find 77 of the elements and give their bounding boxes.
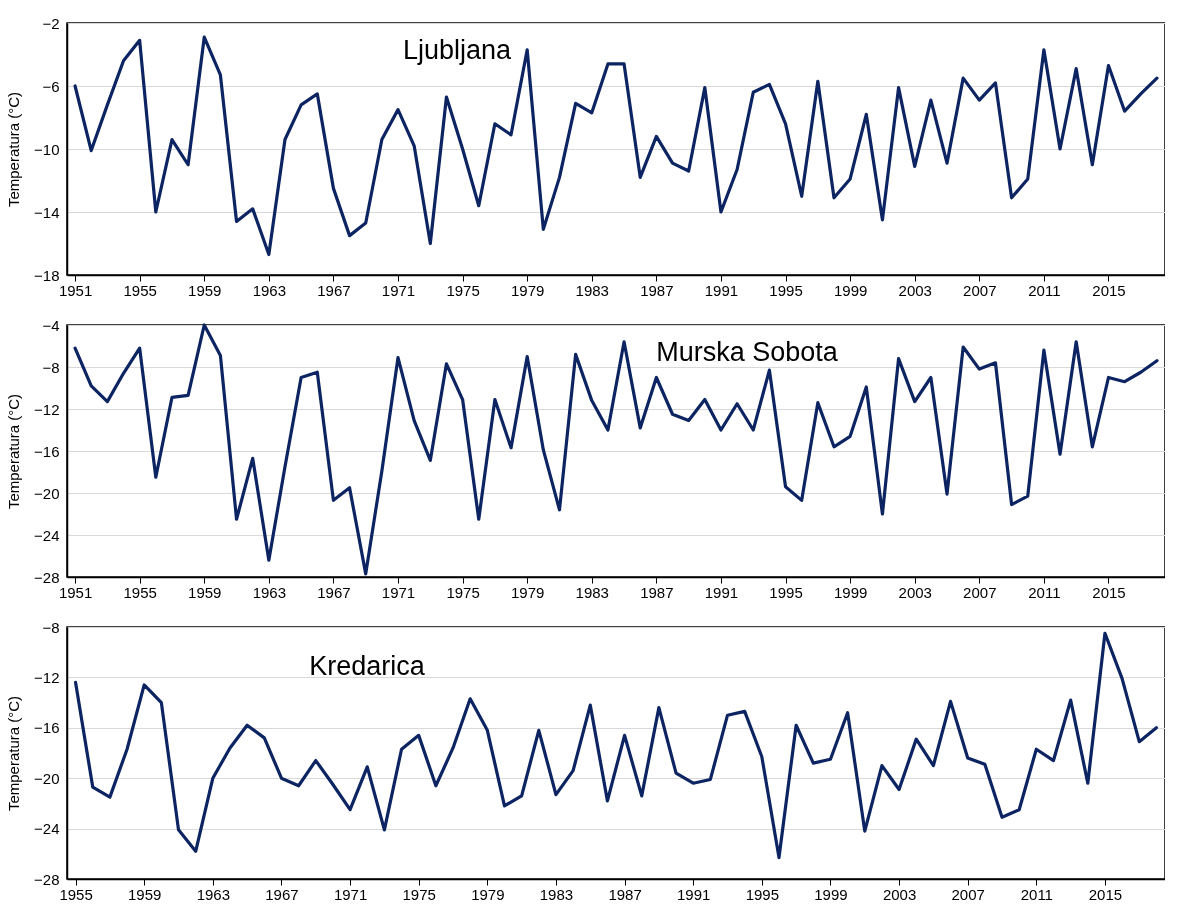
x-tick-label: 1987 [640, 281, 674, 299]
x-tick-label: 1999 [833, 281, 868, 299]
line-series [73, 323, 1159, 576]
x-tick-label: 2011 [1020, 885, 1053, 903]
line-series [73, 631, 1159, 860]
x-tick-label: 1991 [704, 281, 739, 299]
y-tick-label: −20 [34, 769, 60, 787]
y-tick-label: −10 [34, 140, 60, 158]
x-tick-label: 1971 [333, 885, 368, 903]
x-tick-label: 2007 [963, 281, 997, 299]
x-tick-label: 1951 [58, 281, 93, 299]
y-tick-label: −24 [34, 526, 60, 544]
x-tick-label: 1963 [252, 281, 287, 299]
x-tick-label: 1987 [640, 583, 674, 601]
x-tick-label: 1987 [608, 885, 642, 903]
x-tick-label: 1979 [511, 281, 545, 299]
x-tick-label: 1983 [539, 885, 574, 903]
x-tick-label: 1963 [252, 583, 287, 601]
y-axis-title: Temperatura (°C) [5, 695, 23, 812]
x-tick-label: 1979 [511, 583, 545, 601]
x-tick-label: 2003 [898, 583, 932, 601]
y-tick-label: −2 [42, 14, 60, 32]
x-tick-label: 1983 [575, 281, 609, 299]
x-tick-label: 1975 [402, 885, 436, 903]
x-tick-label: 2003 [882, 885, 917, 903]
y-tick-label: −28 [34, 568, 60, 586]
y-tick-label: −8 [42, 358, 60, 376]
x-tick-label: 2007 [963, 583, 997, 601]
x-tick-label: 1983 [575, 583, 609, 601]
x-tick-label: 1991 [677, 885, 711, 903]
x-tick-label: 1995 [769, 583, 803, 601]
x-tick-label: 1967 [317, 281, 351, 299]
x-tick-label: 1995 [769, 281, 803, 299]
x-tick-label: 1955 [123, 281, 157, 299]
x-tick-label: 1975 [446, 583, 480, 601]
x-tick-label: 2015 [1092, 583, 1126, 601]
x-tick-label: 2015 [1092, 281, 1126, 299]
y-tick-label: −18 [34, 266, 60, 284]
x-tick-label: 2011 [1028, 583, 1061, 601]
x-tick-label: 1999 [833, 583, 868, 601]
x-tick-label: 1963 [196, 885, 231, 903]
x-tick-label: 1955 [59, 885, 93, 903]
x-tick-label: 2007 [951, 885, 985, 903]
x-tick-label: 2003 [898, 281, 932, 299]
y-tick-label: −24 [34, 820, 60, 838]
x-tick-label: 1959 [188, 281, 222, 299]
y-tick-label: −20 [34, 484, 60, 502]
x-tick-label: 1967 [265, 885, 299, 903]
x-tick-label: 1995 [745, 885, 780, 903]
x-tick-label: 1991 [704, 583, 739, 601]
y-tick-label: −16 [34, 442, 60, 460]
annotation: Ljubljana [402, 35, 513, 65]
x-tick-label: 1951 [58, 583, 93, 601]
y-tick-label: −12 [34, 400, 60, 418]
x-tick-label: 1955 [123, 583, 157, 601]
x-tick-label: 1967 [317, 583, 351, 601]
y-axis-title: Temperatura (°C) [5, 91, 23, 208]
x-tick-label: 2011 [1028, 281, 1061, 299]
y-tick-label: −28 [34, 870, 60, 888]
line-series [73, 35, 1159, 257]
x-tick-label: 1975 [446, 281, 480, 299]
x-tick-label: 1971 [381, 281, 416, 299]
annotation: Kredarica [309, 651, 426, 681]
y-tick-label: −16 [34, 719, 60, 737]
y-axis-title: Temperatura (°C) [5, 393, 23, 510]
x-tick-label: 2015 [1088, 885, 1123, 903]
y-tick-label: −4 [42, 316, 60, 334]
x-tick-label: 1971 [381, 583, 416, 601]
x-tick-label: 1999 [814, 885, 848, 903]
y-tick-label: −12 [34, 668, 60, 686]
y-tick-label: −6 [42, 77, 60, 95]
x-tick-label: 1979 [471, 885, 505, 903]
y-tick-label: −14 [34, 203, 60, 221]
annotation: Murska Sobota [656, 337, 839, 367]
y-tick-label: −8 [42, 618, 60, 636]
x-tick-label: 1959 [128, 885, 162, 903]
x-tick-label: 1959 [188, 583, 222, 601]
